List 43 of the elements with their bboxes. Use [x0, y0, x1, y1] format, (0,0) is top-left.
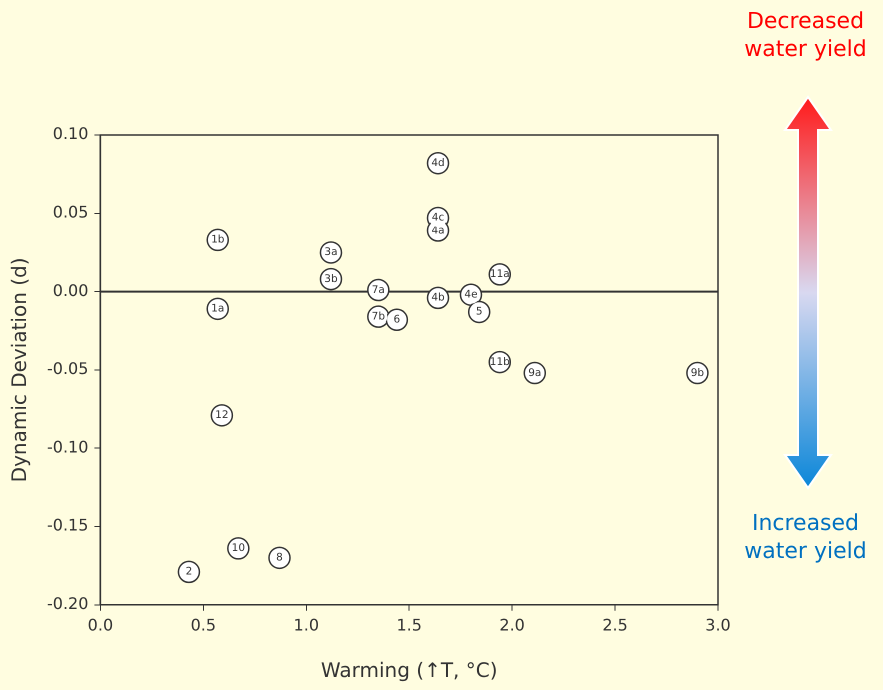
- x-tick-label: 2.0: [499, 616, 525, 635]
- annotation: 4d: [431, 156, 445, 169]
- point: [178, 560, 200, 584]
- annotation: 1b: [211, 234, 225, 246]
- x-tick-label: 1.0: [294, 616, 319, 635]
- annotation: 11b: [490, 356, 510, 368]
- annotation: 4b: [431, 292, 446, 304]
- annotation: 3a: [324, 246, 338, 258]
- y-tick-label: 0.10: [52, 124, 88, 144]
- annotation: 7a: [372, 284, 385, 296]
- point: [468, 300, 490, 324]
- x-tick-label: 2.5: [602, 616, 628, 635]
- annotation: 1a: [211, 302, 224, 315]
- annotation: 12: [215, 409, 229, 422]
- y-axis-title: Dynamic Deviation (d): [7, 257, 32, 482]
- annotation: 2: [186, 566, 192, 578]
- x-tick-label: 0.5: [190, 616, 216, 635]
- y-tick-label: -0.15: [46, 516, 88, 535]
- annotation: 4a: [431, 224, 445, 236]
- annotation: 3b: [324, 272, 338, 285]
- y-tick-label: -0.05: [46, 359, 88, 378]
- point: [268, 546, 291, 570]
- x-tick-label: 3.0: [705, 616, 731, 635]
- annotation: 4e: [464, 288, 478, 300]
- x-tick-label: 1.5: [396, 616, 422, 635]
- annotation: 9b: [690, 366, 704, 379]
- x-tick-label: 0.0: [88, 616, 114, 635]
- annotation: 9a: [528, 366, 542, 379]
- y-tick-label: -0.20: [46, 594, 88, 613]
- annotation: 10: [232, 542, 246, 554]
- annotation: 4c: [432, 212, 444, 224]
- annotation: 8: [276, 552, 283, 564]
- text: Increased water yield: [743, 510, 868, 566]
- x-axis-title: Warming (↑T, °C): [320, 658, 498, 682]
- point: [386, 308, 408, 332]
- annotation: 5: [476, 306, 483, 318]
- y-tick-label: 0.05: [52, 202, 88, 222]
- y-tick-label: -0.10: [46, 437, 88, 456]
- annotation: 6: [394, 314, 401, 326]
- annotation: 11a: [490, 268, 510, 280]
- annotation: 7b: [372, 310, 386, 322]
- y-tick-label: 0.00: [52, 280, 88, 300]
- text: Decreased water yield: [743, 8, 868, 64]
